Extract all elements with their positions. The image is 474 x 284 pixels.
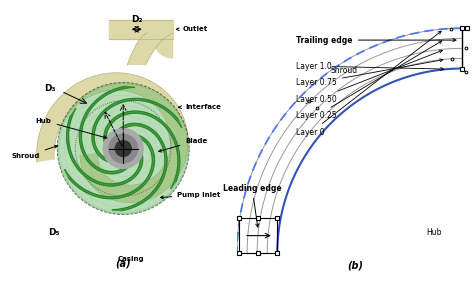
Polygon shape: [112, 123, 167, 211]
Circle shape: [58, 83, 189, 214]
Polygon shape: [127, 33, 173, 65]
Text: D₃: D₃: [44, 84, 55, 93]
Text: Interface: Interface: [179, 104, 221, 110]
Text: Layer 0.50: Layer 0.50: [296, 50, 442, 104]
Text: (a): (a): [116, 258, 131, 268]
Polygon shape: [92, 98, 182, 162]
Text: Hub: Hub: [427, 227, 442, 237]
Text: Pump Inlet: Pump Inlet: [161, 192, 221, 199]
Text: Layer 0.75: Layer 0.75: [296, 59, 443, 87]
Circle shape: [103, 129, 143, 168]
Text: Blade: Blade: [159, 137, 208, 152]
Text: Outlet: Outlet: [176, 26, 208, 32]
Text: Layer 0.25: Layer 0.25: [296, 41, 442, 120]
Text: Layer 0: Layer 0: [296, 31, 441, 137]
Polygon shape: [64, 135, 155, 199]
Text: Shroud: Shroud: [11, 145, 57, 160]
Circle shape: [58, 83, 189, 214]
Text: Layer 1.0: Layer 1.0: [296, 62, 444, 71]
Polygon shape: [36, 73, 188, 202]
Text: (b): (b): [347, 260, 364, 270]
Circle shape: [109, 134, 137, 163]
Polygon shape: [67, 108, 143, 186]
Polygon shape: [80, 86, 135, 174]
Polygon shape: [154, 39, 173, 58]
Text: Leading edge: Leading edge: [223, 184, 282, 227]
Text: Casing: Casing: [118, 256, 145, 262]
Text: D₅: D₅: [48, 227, 60, 237]
Text: Shroud: Shroud: [330, 66, 357, 76]
Text: D₂: D₂: [131, 16, 143, 24]
Circle shape: [115, 141, 131, 156]
Text: Hub: Hub: [36, 118, 107, 139]
Polygon shape: [104, 111, 180, 189]
Text: Trailing edge: Trailing edge: [296, 36, 456, 45]
